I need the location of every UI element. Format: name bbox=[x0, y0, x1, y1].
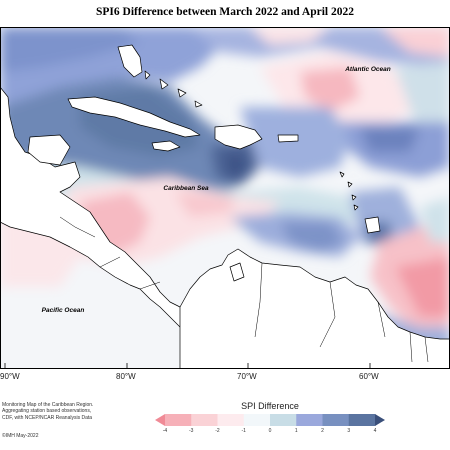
legend-swatch bbox=[375, 414, 385, 426]
legend-swatch bbox=[155, 414, 165, 426]
map-title: SPI6 Difference between March 2022 and A… bbox=[96, 6, 354, 18]
legend-colorbar bbox=[155, 414, 385, 426]
legend-swatch bbox=[191, 414, 218, 426]
legend-tick-label: 4 bbox=[373, 428, 377, 434]
legend-tick-label: 0 bbox=[268, 428, 272, 434]
jamaica bbox=[151, 140, 181, 152]
credit-line: Aggregating station based observations, bbox=[2, 408, 92, 415]
bahamas-1 bbox=[144, 70, 151, 80]
legend-swatch bbox=[348, 414, 376, 426]
bahamas-2 bbox=[159, 78, 169, 90]
spi-difference-map: Atlantic Ocean Caribbean Sea Pacific Oce… bbox=[0, 27, 450, 369]
bahamas-4 bbox=[194, 100, 203, 108]
legend-swatch bbox=[270, 414, 297, 426]
lon-label-70w: 70°W bbox=[237, 372, 257, 381]
puerto-rico bbox=[277, 134, 299, 143]
country-borders bbox=[59, 216, 429, 363]
florida bbox=[117, 44, 143, 78]
lon-label-80w: 80°W bbox=[116, 372, 136, 381]
legend-title: SPI Difference bbox=[241, 401, 299, 411]
legend-swatch bbox=[296, 414, 323, 426]
label-caribbean: Caribbean Sea bbox=[163, 185, 209, 192]
copyright: ©IMH May-2022 bbox=[2, 433, 39, 439]
lon-label-60w: 60°W bbox=[359, 372, 379, 381]
legend-tick-label: 2 bbox=[321, 428, 324, 434]
central-america bbox=[0, 86, 186, 328]
legend-swatch bbox=[217, 414, 245, 426]
legend-tick-label: -1 bbox=[241, 428, 246, 434]
legend-swatch bbox=[243, 414, 271, 426]
land bbox=[0, 44, 450, 369]
hispaniola bbox=[214, 124, 263, 150]
legend-tick-label: -4 bbox=[162, 428, 168, 434]
legend-tick-label: -2 bbox=[215, 428, 220, 434]
legend-tick-label: 1 bbox=[294, 428, 298, 434]
legend-swatch bbox=[165, 414, 192, 426]
yucatan bbox=[27, 134, 71, 166]
bahamas-3 bbox=[177, 88, 187, 98]
credit-text: Monitoring Map of the Caribbean Region. … bbox=[2, 402, 120, 421]
south-america bbox=[179, 248, 450, 369]
legend-tick-label: 3 bbox=[347, 428, 351, 434]
legend-swatch bbox=[322, 414, 350, 426]
label-pacific: Pacific Ocean bbox=[42, 307, 85, 314]
label-atlantic: Atlantic Ocean bbox=[344, 66, 391, 73]
lake-maracaibo bbox=[229, 262, 245, 282]
credit-line: Monitoring Map of the Caribbean Region. bbox=[2, 402, 94, 408]
trinidad bbox=[364, 216, 381, 234]
cuba bbox=[67, 96, 201, 138]
lon-label-90w: 90°W bbox=[0, 372, 20, 381]
credit-line: CDF, with NCEP/NCAR Reanalysis Data bbox=[2, 414, 93, 421]
legend-tick-label: -3 bbox=[189, 428, 194, 434]
